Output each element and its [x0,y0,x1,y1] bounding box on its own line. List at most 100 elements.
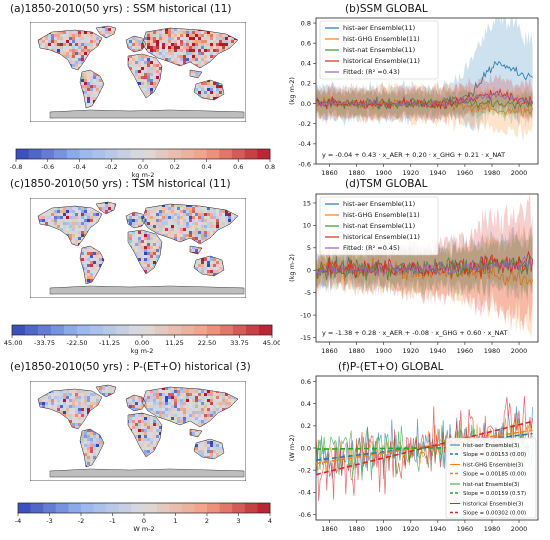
y-tick-label: -0.6 [298,511,311,519]
y-tick-label: 0.0 [301,444,311,452]
colorbar-segment [16,149,29,159]
colorbar-segment [103,325,117,335]
y-tick-label: 15 [303,199,311,207]
plot-content [316,194,533,339]
y-tick-label: 0.2 [301,422,311,430]
coastline [141,27,239,69]
y-tick-label: -0.2 [298,120,311,128]
coastline [193,79,225,101]
plot-tsm-global: 1860 1880 1900 1920 1940 1960 1980 2000 -15 -10 -5… [288,193,539,355]
x-tick-label: 1940 [430,169,447,177]
trend-line-hist [316,420,533,476]
colorbar-segment [64,325,78,335]
coastline [127,229,163,275]
colorbar-segment [207,503,220,513]
legend-slope: Slope = 0.00159 (0.57) [463,491,526,497]
y-tick-label: 5 [307,244,311,252]
colorbar-tick-label: 11.25 [165,339,184,347]
colorbar-segment [246,325,260,335]
colorbar-segment [104,149,118,159]
x-tick-label: 1880 [348,525,365,533]
x-tick-label: 1860 [321,169,338,177]
y-tick-label: 0.0 [301,100,311,108]
coastline [95,384,117,398]
y-tick-label: 0.2 [301,80,311,88]
x-tick-label: 1980 [484,169,501,177]
coastline [79,245,105,285]
colorbar-tick-label: 4 [268,517,272,525]
colorbar-segment [168,325,182,335]
coastline [127,53,163,99]
x-tick-label: 1900 [375,347,392,355]
colorbar-segment [142,325,156,335]
x-tick-label: 2000 [511,525,528,533]
colorbar-tick-label: 0.00 [135,339,149,347]
colorbar-label: W m-2 [133,525,154,533]
colorbar-tick-label: -4 [15,517,21,525]
panel-c-title: (c)1850-2010(50 yrs) : TSM historical (1… [10,178,231,190]
trend-line-ghg [316,429,533,465]
colorbar-segment [194,503,208,513]
x-tick-label: 1900 [375,525,392,533]
y-tick-label: -0.6 [298,160,311,168]
coastline [37,388,103,430]
coastline [141,386,239,428]
y-axis-label: (kg m-2) [288,254,296,282]
trend-line-aer [316,432,533,461]
y-tick-label: 0 [307,267,311,275]
colorbar-segment [38,325,52,335]
colorbar-segment [77,325,91,335]
x-tick-label: 1920 [402,347,419,355]
colorbar-segment [244,149,258,159]
colorbar-tick-label: 3 [236,517,240,525]
series-band-ghg [316,221,533,339]
antarctica [49,468,245,478]
coastline [95,25,117,39]
y-tick-label: 0.6 [301,39,311,47]
x-tick-label: 1920 [402,525,419,533]
colorbar-tick-label: -45.00 [4,339,22,347]
colorbar-segment [144,503,157,513]
plot-content [316,18,533,142]
colorbar-segment [93,503,107,513]
colorbar-tick-label: -0.6 [41,163,54,171]
colorbar-label: kg m-2 [131,347,154,355]
colorbar-segment [30,503,44,513]
legend-box [319,196,439,256]
colorbar-tick-label: 1 [173,517,177,525]
colorbar-tick-label: -0.8 [10,163,23,171]
colorbar-tick-label: 0.2 [170,163,180,171]
colorbar-tick-label: -0.4 [73,163,86,171]
legend-box [319,20,439,80]
colorbar-tick-label: -3 [46,517,52,525]
colorbar-tick-label: 0.8 [265,163,275,171]
colorbar-tick-label: -11.25 [99,339,120,347]
colorbar-segment [156,503,170,513]
legend-slope: Slope = 0.00153 (0.00) [463,452,526,458]
x-tick-label: 1860 [321,525,338,533]
series-line-hist [316,87,533,110]
colorbar-segment [193,149,207,159]
legend: hist-aer Ensemble(11) hist-GHG Ensemble(1… [319,20,439,80]
y-tick-label: -0.2 [298,466,311,474]
coastline [141,203,239,245]
colorbar-tick-label: -1 [109,517,115,525]
colorbar-segment [54,149,68,159]
y-tick-label: 0.6 [301,378,311,386]
plot-ssm-global: 1860 1880 1900 1920 1940 1960 1980 2000 -0.6 -0.4… [288,17,539,177]
x-tick-label: 1920 [402,169,419,177]
colorbar-segment [116,325,130,335]
legend-entry: hist-aer Ensemble(11) [343,200,415,208]
series-band-hist [316,194,533,333]
legend: hist-aer Ensemble(3) Slope = 0.00153 (0.0… [445,437,537,519]
x-tick-label: 1940 [430,347,447,355]
map-ssm [30,22,246,122]
plot-pet-global: 1860 1880 1900 1920 1940 1960 1980 2000 -0.6 -0.4… [288,375,539,533]
colorbar-segment [66,149,80,159]
y-tick-label: -10 [300,311,311,319]
colorbar-segment [129,325,143,335]
colorbar-segment [169,503,183,513]
map-pet [30,381,246,481]
colorbar-segment [43,503,57,513]
colorbar-segment [155,325,169,335]
